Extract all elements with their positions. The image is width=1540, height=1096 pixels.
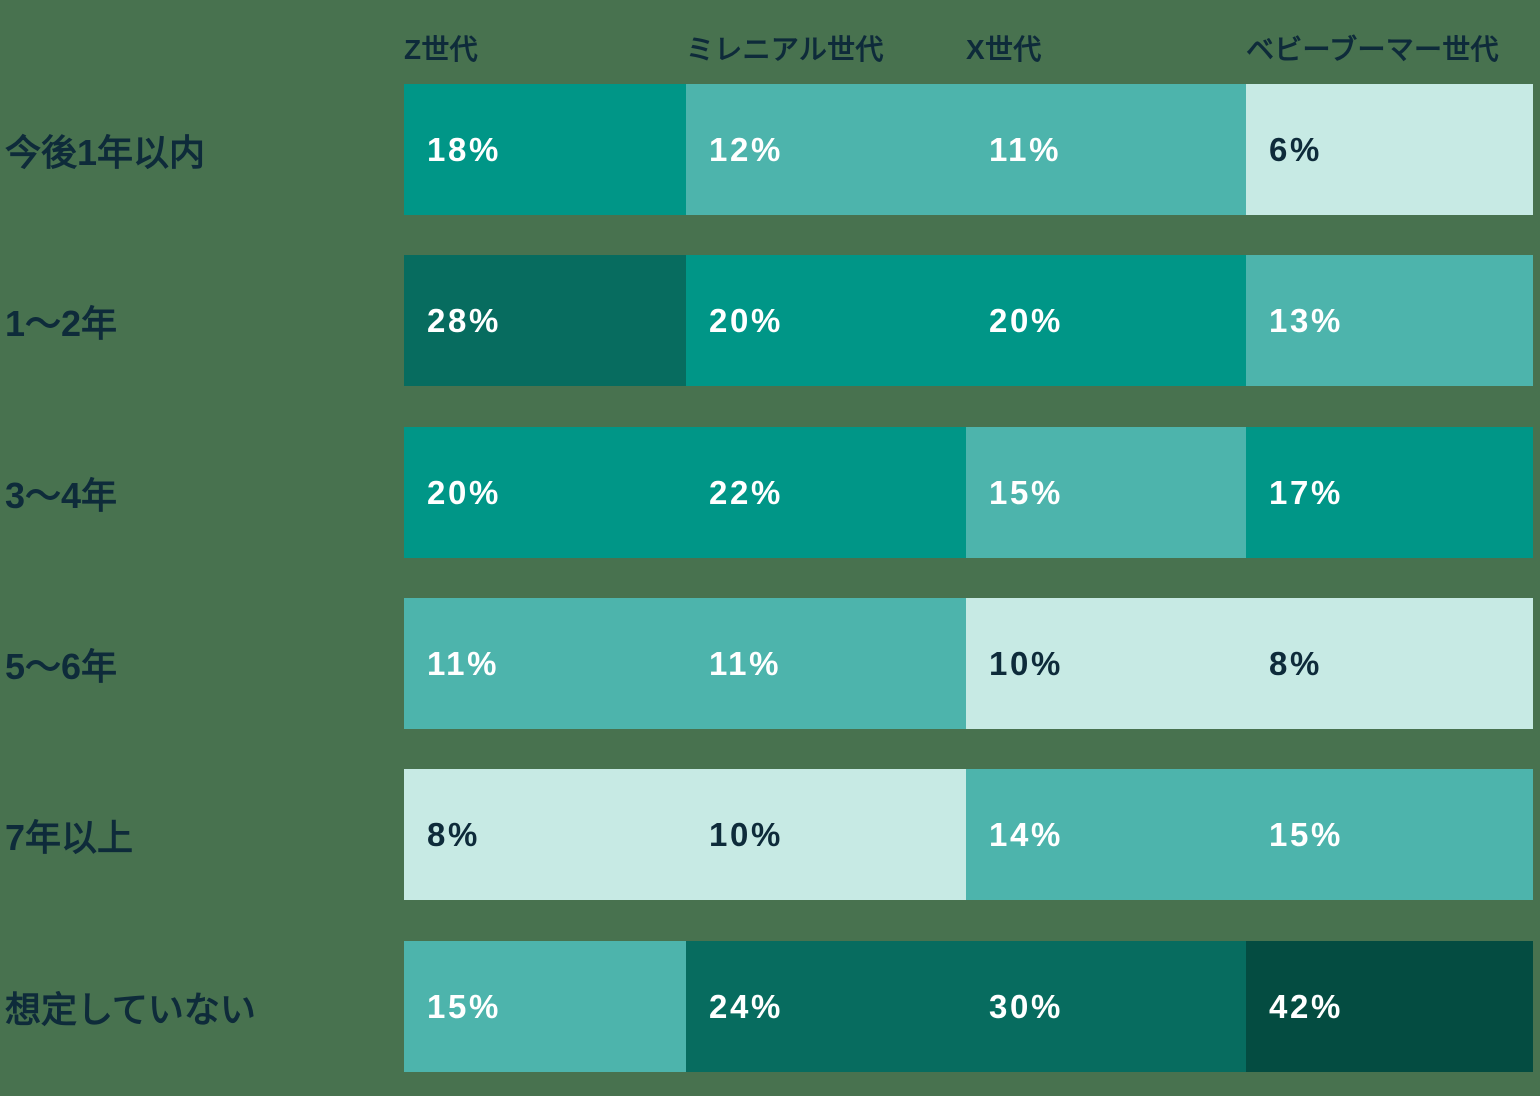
heatmap-cell: 8% <box>404 769 686 900</box>
cell-value: 18% <box>427 130 501 168</box>
cell-value: 6% <box>1269 130 1322 168</box>
cell-value: 15% <box>1269 815 1343 853</box>
chart-row: 想定していない 15% 24% 30% 42% <box>0 941 1533 1072</box>
heatmap-cell: 11% <box>404 598 686 729</box>
cell-value: 8% <box>427 815 480 853</box>
chart-row: 7年以上 8% 10% 14% 15% <box>0 769 1533 900</box>
cell-value: 12% <box>709 130 783 168</box>
heatmap-cell: 12% <box>686 84 966 215</box>
column-header-gen-x: X世代 <box>966 34 1042 65</box>
column-header-row: Z世代 ミレニアル世代 X世代 ベビーブーマー世代 <box>404 28 1533 68</box>
heatmap-cell: 14% <box>966 769 1246 900</box>
cell-value: 11% <box>709 644 782 682</box>
row-label: 今後1年以内 <box>5 131 206 173</box>
cell-value: 14% <box>989 815 1063 853</box>
heatmap-cell: 17% <box>1246 427 1533 558</box>
chart-row: 1〜2年 28% 20% 20% 13% <box>0 255 1533 386</box>
heatmap-cell: 6% <box>1246 84 1533 215</box>
cell-value: 22% <box>709 473 783 511</box>
column-header-baby-boomer: ベビーブーマー世代 <box>1246 34 1499 65</box>
heatmap-cell: 24% <box>686 941 966 1072</box>
heatmap-cell: 30% <box>966 941 1246 1072</box>
cell-value: 17% <box>1269 473 1343 511</box>
heatmap-cell: 15% <box>1246 769 1533 900</box>
row-label: 5〜6年 <box>5 645 118 687</box>
cell-value: 15% <box>989 473 1063 511</box>
heatmap-cell: 20% <box>966 255 1246 386</box>
cell-value: 11% <box>427 644 500 682</box>
heatmap-cell: 10% <box>686 769 966 900</box>
chart-row: 今後1年以内 18% 12% 11% 6% <box>0 84 1533 215</box>
heatmap-cell: 42% <box>1246 941 1533 1072</box>
row-label: 7年以上 <box>5 816 134 858</box>
cell-value: 24% <box>709 987 783 1025</box>
heatmap-cell: 20% <box>686 255 966 386</box>
cell-value: 30% <box>989 987 1063 1025</box>
row-label: 想定していない <box>5 988 256 1030</box>
cell-value: 20% <box>427 473 501 511</box>
heatmap-cell: 13% <box>1246 255 1533 386</box>
heatmap-cell: 11% <box>686 598 966 729</box>
heatmap-cell: 11% <box>966 84 1246 215</box>
column-header-millennial: ミレニアル世代 <box>686 34 884 65</box>
cell-value: 42% <box>1269 987 1343 1025</box>
row-label: 1〜2年 <box>5 302 118 344</box>
cell-value: 8% <box>1269 644 1322 682</box>
cell-value: 11% <box>989 130 1062 168</box>
cell-value: 20% <box>709 301 783 339</box>
cell-value: 28% <box>427 301 501 339</box>
heatmap-cell: 8% <box>1246 598 1533 729</box>
cell-value: 13% <box>1269 301 1343 339</box>
heatmap-cell: 28% <box>404 255 686 386</box>
heatmap-cell: 22% <box>686 427 966 558</box>
chart-row: 3〜4年 20% 22% 15% 17% <box>0 427 1533 558</box>
cell-value: 10% <box>709 815 783 853</box>
cell-value: 15% <box>427 987 501 1025</box>
heatmap-cell: 20% <box>404 427 686 558</box>
heatmap-cell: 10% <box>966 598 1246 729</box>
heatmap-cell: 18% <box>404 84 686 215</box>
heatmap-cell: 15% <box>966 427 1246 558</box>
cell-value: 10% <box>989 644 1063 682</box>
chart-row: 5〜6年 11% 11% 10% 8% <box>0 598 1533 729</box>
cell-value: 20% <box>989 301 1063 339</box>
column-header-gen-z: Z世代 <box>404 34 478 65</box>
heatmap-cell: 15% <box>404 941 686 1072</box>
row-label: 3〜4年 <box>5 474 118 516</box>
